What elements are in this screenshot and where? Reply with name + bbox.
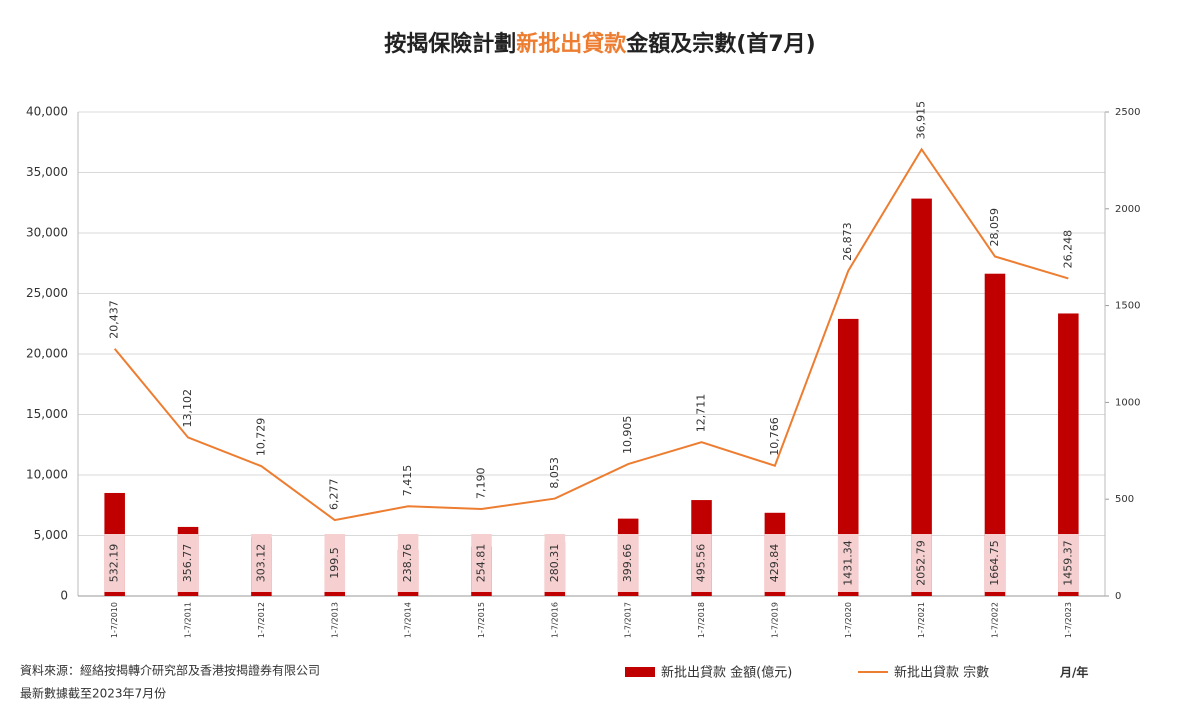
bar-value-label: 429.84 — [768, 544, 781, 583]
line-value-label: 26,873 — [841, 222, 854, 261]
x-tick-label: 1-7/2021 — [917, 602, 926, 638]
bar-value-label: 532.19 — [108, 544, 121, 583]
bar-label-box — [837, 534, 859, 592]
line-value-label: 28,059 — [988, 208, 1001, 247]
line-value-label: 36,915 — [915, 101, 928, 140]
chart-title: 按揭保險計劃新批出貸款金額及宗數(首7月) — [384, 31, 815, 57]
x-tick-label: 1-7/2010 — [110, 602, 119, 638]
bar — [837, 318, 859, 596]
bar-value-label: 399.66 — [621, 544, 634, 583]
line-value-label: 7,415 — [401, 465, 414, 497]
bar — [1058, 313, 1079, 596]
bar-value-label: 254.81 — [474, 544, 487, 583]
x-tick-label: 1-7/2023 — [1064, 602, 1073, 638]
bar-label-box — [544, 534, 566, 592]
legend-label: 新批出貸款 金額(億元) — [661, 665, 792, 681]
y-tick-label: 40,000 — [26, 105, 68, 119]
y2-tick-label: 2000 — [1115, 204, 1140, 215]
legend-swatch — [625, 667, 655, 677]
y-tick-label: 0 — [60, 589, 68, 603]
bar-label-box — [324, 534, 346, 592]
bar-label-box — [911, 534, 932, 592]
bar-label-box — [1058, 534, 1079, 592]
bar-label-box — [984, 534, 1006, 592]
bar-value-label: 1431.34 — [841, 540, 854, 586]
x-tick-label: 1-7/2017 — [624, 602, 633, 638]
line-value-label: 10,766 — [768, 417, 781, 456]
y-tick-label: 10,000 — [26, 468, 68, 482]
y-tick-label: 5,000 — [34, 528, 68, 542]
bar-label-box — [251, 534, 272, 592]
y-tick-label: 30,000 — [26, 226, 68, 240]
bar-label-box — [764, 534, 786, 592]
line-value-label: 13,102 — [181, 389, 194, 428]
x-tick-label: 1-7/2015 — [477, 602, 486, 638]
bar-value-label: 2052.79 — [915, 540, 928, 586]
x-tick-label: 1-7/2018 — [697, 602, 706, 638]
line-value-label: 10,729 — [254, 418, 267, 457]
bar — [911, 198, 932, 597]
y-tick-label: 15,000 — [26, 407, 68, 421]
y2-tick-label: 2500 — [1115, 107, 1140, 118]
line-value-label: 26,248 — [1061, 230, 1074, 269]
line-value-label: 10,905 — [621, 416, 634, 455]
line — [113, 147, 1069, 522]
line-value-label: 12,711 — [695, 394, 708, 433]
title-part: 新批出貸款 — [516, 31, 627, 57]
x-tick-label: 1-7/2013 — [330, 602, 339, 638]
x-tick-label: 1-7/2022 — [990, 602, 999, 638]
line-value-label: 7,190 — [474, 468, 487, 500]
bar-label-box — [617, 534, 639, 592]
bar-value-label: 303.12 — [254, 544, 267, 583]
title-part: 按揭保險計劃 — [384, 31, 516, 57]
line-value-label: 6,277 — [328, 479, 341, 511]
x-tick-label: 1-7/2012 — [257, 602, 266, 638]
bar-value-label: 356.77 — [181, 544, 194, 583]
bar-label-box — [177, 534, 199, 592]
x-tick-label: 1-7/2011 — [184, 602, 193, 638]
x-tick-label: 1-7/2019 — [770, 602, 779, 638]
line-value-label: 8,053 — [548, 457, 561, 489]
y2-tick-label: 1500 — [1115, 301, 1140, 312]
y2-tick-label: 500 — [1115, 494, 1134, 505]
x-axis-label: 月/年 — [1059, 665, 1088, 680]
x-tick-label: 1-7/2014 — [404, 602, 413, 638]
x-tick-label: 1-7/2016 — [550, 602, 559, 638]
y-tick-label: 20,000 — [26, 347, 68, 361]
bar-value-label: 238.76 — [401, 544, 414, 583]
title-part: 金額及宗數(首7月) — [625, 31, 815, 57]
y2-tick-label: 1000 — [1115, 397, 1140, 408]
x-tick-label: 1-7/2020 — [844, 602, 853, 638]
y2-tick-label: 0 — [1115, 591, 1121, 602]
bar-label-box — [691, 534, 712, 592]
note: 最新數據截至2023年7月份 — [20, 686, 166, 701]
bar — [984, 273, 1006, 596]
line-value-label: 20,437 — [108, 300, 121, 339]
bar-label-box — [471, 534, 492, 592]
bar-value-label: 280.31 — [548, 544, 561, 583]
bar-label-box — [104, 534, 125, 592]
y-tick-label: 25,000 — [26, 286, 68, 300]
legend-label: 新批出貸款 宗數 — [894, 665, 989, 681]
bar-value-label: 199.5 — [328, 547, 341, 579]
y-tick-label: 35,000 — [26, 165, 68, 179]
bar-label-box — [397, 534, 419, 592]
bar-value-label: 1459.37 — [1061, 540, 1074, 586]
bar-value-label: 495.56 — [695, 544, 708, 583]
source: 資料來源：經絡按揭轉介研究部及香港按揭證券有限公司 — [20, 663, 320, 678]
bar-value-label: 1664.75 — [988, 540, 1001, 586]
